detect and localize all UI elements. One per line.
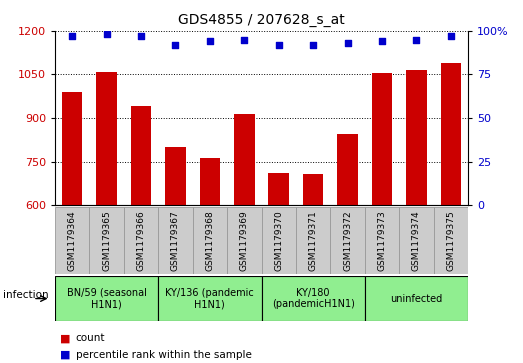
Text: GSM1179375: GSM1179375 [446,210,456,271]
Bar [440,63,461,205]
Text: BN/59 (seasonal
H1N1): BN/59 (seasonal H1N1) [66,288,146,309]
Bar [234,114,255,205]
Text: ■: ■ [60,333,71,343]
Text: KY/180
(pandemicH1N1): KY/180 (pandemicH1N1) [272,288,355,309]
Bar [192,207,227,274]
Text: uninfected: uninfected [390,294,442,303]
Text: GSM1179369: GSM1179369 [240,210,249,271]
Bar [434,207,468,274]
Bar [165,147,186,205]
Point [240,37,248,42]
Point [206,38,214,44]
Bar [199,158,220,205]
Bar [89,207,124,274]
Text: GDS4855 / 207628_s_at: GDS4855 / 207628_s_at [178,13,345,27]
Text: GSM1179368: GSM1179368 [206,210,214,271]
Bar [55,207,89,274]
Bar [55,276,158,321]
Bar [262,276,365,321]
Text: GSM1179372: GSM1179372 [343,210,352,271]
Bar [227,207,262,274]
Text: GSM1179373: GSM1179373 [378,210,386,271]
Text: GSM1179370: GSM1179370 [274,210,283,271]
Bar [303,174,323,205]
Bar [124,207,158,274]
Text: GSM1179364: GSM1179364 [67,210,77,271]
Bar [406,70,427,205]
Bar [365,207,399,274]
Text: GSM1179366: GSM1179366 [137,210,145,271]
Text: GSM1179365: GSM1179365 [102,210,111,271]
Bar [399,207,434,274]
Bar [372,73,392,205]
Text: GSM1179374: GSM1179374 [412,210,421,271]
Text: infection: infection [3,290,48,300]
Point [447,33,455,39]
Text: KY/136 (pandemic
H1N1): KY/136 (pandemic H1N1) [165,288,254,309]
Point [171,42,179,48]
Text: GSM1179367: GSM1179367 [171,210,180,271]
Bar [62,92,83,205]
Bar [158,276,262,321]
Point [309,42,317,48]
Point [68,33,76,39]
Point [412,37,420,42]
Text: percentile rank within the sample: percentile rank within the sample [76,350,252,360]
Bar [331,207,365,274]
Point [137,33,145,39]
Bar [262,207,296,274]
Bar [158,207,192,274]
Text: count: count [76,333,105,343]
Point [344,40,352,46]
Point [378,38,386,44]
Bar [337,134,358,205]
Text: ■: ■ [60,350,71,360]
Point [275,42,283,48]
Bar [296,207,331,274]
Bar [96,72,117,205]
Bar [268,173,289,205]
Bar [131,106,151,205]
Point [103,32,111,37]
Text: GSM1179371: GSM1179371 [309,210,317,271]
Bar [365,276,468,321]
